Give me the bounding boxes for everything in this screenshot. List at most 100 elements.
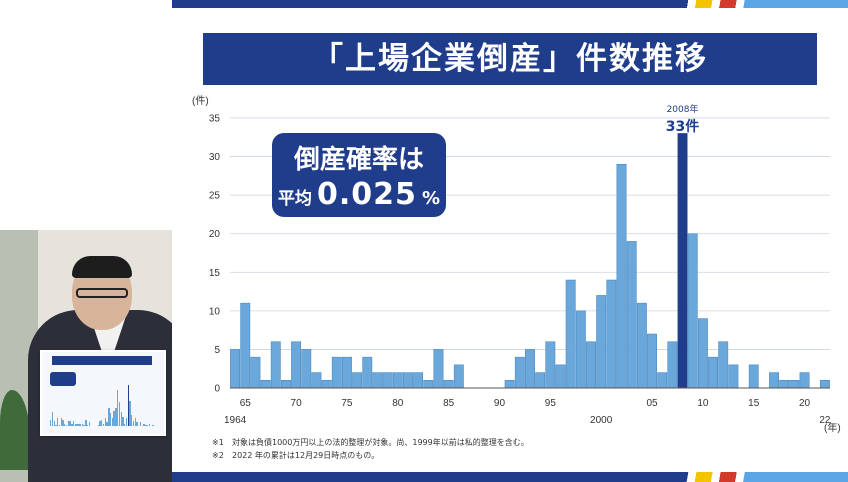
- mini-bar: [67, 420, 69, 426]
- mini-bar: [81, 423, 84, 426]
- mini-bar: [108, 408, 110, 426]
- mini-bar: [64, 423, 66, 426]
- footnote: ※1 対象は負債1000万円以上の法的整理が対象。尚、1999年以前は私的整理を含…: [212, 436, 529, 449]
- mini-bar: [87, 424, 89, 426]
- mini-bar: [60, 418, 62, 426]
- bar: [657, 372, 668, 389]
- bar: [321, 380, 332, 389]
- x-tick-label: 1964: [224, 415, 247, 426]
- mini-bar: [51, 412, 54, 426]
- probability-unit: %: [422, 188, 441, 209]
- y-tick-label: 15: [209, 268, 221, 279]
- bar: [413, 372, 424, 389]
- mini-bar: [57, 418, 59, 426]
- mini-bar: [134, 418, 136, 426]
- x-tick-label: 20: [799, 398, 811, 409]
- bar: [616, 164, 627, 389]
- mini-bar: [99, 420, 101, 426]
- mini-bar: [62, 419, 64, 426]
- bar: [586, 341, 596, 389]
- mini-bar: [88, 422, 91, 426]
- slide-title: 「上場企業倒産」件数推移: [203, 33, 817, 85]
- bar: [789, 380, 800, 389]
- x-tick-label: 70: [291, 398, 303, 409]
- bar: [565, 279, 576, 389]
- mini-bar: [71, 423, 73, 426]
- bar: [403, 372, 413, 389]
- bar: [342, 356, 352, 389]
- footnote-mark: ※1: [212, 438, 224, 447]
- bottom-stripe-accents: [648, 472, 848, 482]
- footnote-text: 2022 年の累計は12月29日時点のもの。: [232, 451, 380, 460]
- mini-bar: [106, 422, 108, 426]
- bar: [240, 302, 251, 389]
- top-stripe-accents: [648, 0, 848, 8]
- bar: [769, 372, 779, 389]
- highlight-value-label: 33件: [666, 118, 699, 135]
- mini-bar: [125, 418, 128, 426]
- mini-bar: [113, 410, 115, 426]
- bar: [331, 356, 342, 389]
- bar: [392, 372, 403, 389]
- mini-bar: [131, 414, 133, 426]
- presenter-glasses: [76, 288, 128, 298]
- bar: [352, 372, 363, 389]
- mini-bar: [55, 424, 57, 426]
- mini-bar: [120, 412, 122, 426]
- bar: [718, 341, 729, 389]
- mini-bar: [152, 424, 154, 426]
- bar: [545, 341, 556, 389]
- mini-bar: [69, 420, 71, 426]
- y-tick-label: 0: [214, 384, 220, 395]
- bar: [667, 341, 678, 389]
- bar: [728, 364, 739, 389]
- mini-board-badge: [50, 372, 76, 386]
- x-tick-label: 10: [697, 398, 709, 409]
- mini-bar: [78, 423, 80, 426]
- probability-prefix: 平均: [277, 189, 312, 209]
- bar: [311, 372, 322, 389]
- bar: [453, 364, 464, 389]
- mini-bar: [145, 424, 147, 426]
- mini-bar: [58, 424, 61, 426]
- bar: [697, 318, 708, 389]
- bar: [535, 372, 546, 389]
- bar: [748, 364, 759, 389]
- presenter-video: [0, 230, 200, 482]
- x-tick-label: 15: [748, 398, 760, 409]
- mini-bar: [53, 420, 55, 426]
- bar: [301, 349, 312, 389]
- mini-board-title: [52, 356, 152, 365]
- bar: [230, 349, 241, 389]
- bar: [443, 380, 454, 389]
- y-tick-label: 35: [209, 114, 221, 125]
- bar: [596, 295, 607, 389]
- footnotes: ※1 対象は負債1000万円以上の法的整理が対象。尚、1999年以前は私的整理を含…: [212, 436, 529, 462]
- x-tick-label: 22: [819, 415, 831, 426]
- mini-bar: [148, 423, 151, 426]
- y-axis-label: (件): [192, 95, 209, 107]
- mini-bar: [143, 423, 145, 426]
- mini-bar: [102, 423, 105, 426]
- bar: [677, 133, 688, 389]
- bar: [647, 333, 657, 389]
- mini-bar: [111, 418, 114, 426]
- footnote-text: 対象は負債1000万円以上の法的整理が対象。尚、1999年以前は私的整理を含む。: [232, 438, 529, 447]
- mini-bar: [118, 402, 121, 426]
- bar: [799, 372, 810, 389]
- bar: [555, 364, 566, 389]
- mini-bar: [97, 424, 99, 426]
- mini-bar: [50, 419, 52, 426]
- presenter-hair: [72, 256, 132, 278]
- footnote: ※2 2022 年の累計は12月29日時点のもの。: [212, 449, 529, 462]
- bar: [687, 233, 698, 389]
- bar: [636, 302, 647, 389]
- x-tick-label: 85: [443, 398, 455, 409]
- mini-bar: [104, 418, 106, 426]
- top-stripe: [172, 0, 848, 8]
- probability-value-line: 平均 0.025 %: [272, 177, 446, 212]
- mini-bar: [76, 423, 78, 426]
- x-tick-label: 75: [341, 398, 353, 409]
- x-tick-label: 2000: [590, 415, 613, 426]
